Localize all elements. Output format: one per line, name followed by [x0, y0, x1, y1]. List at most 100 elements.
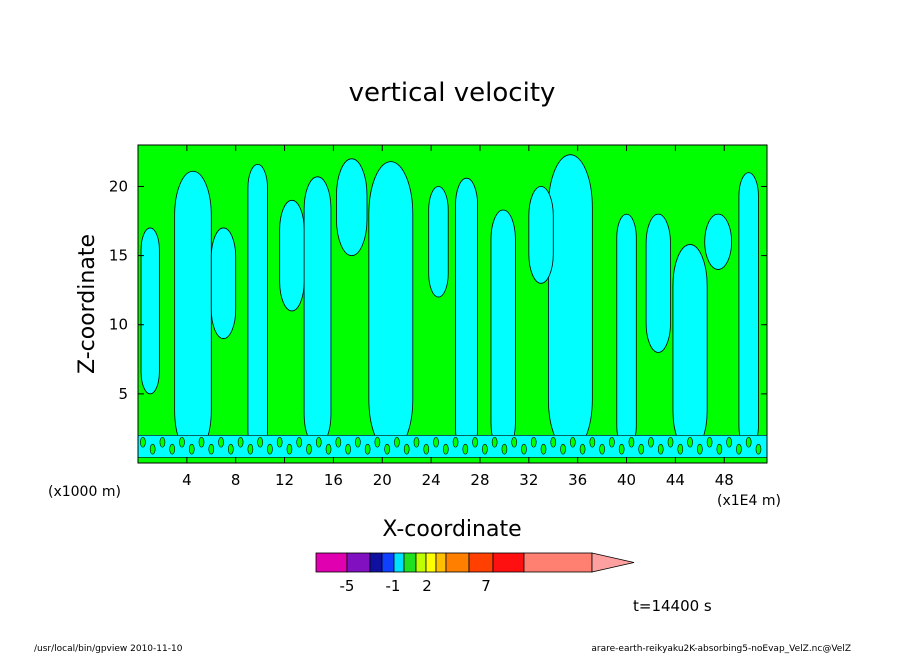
colorbar-segment-9 [445, 552, 470, 573]
x-axis-label: X-coordinate [382, 517, 521, 542]
negative-region-9 [738, 172, 759, 450]
near-ground-cell-9 [228, 443, 234, 455]
negative-region-16 [645, 213, 671, 353]
negative-region-4 [455, 177, 478, 456]
near-ground-cell-20 [335, 436, 342, 448]
near-ground-cell-28 [413, 436, 420, 448]
near-ground-cell-13 [267, 443, 273, 455]
y-tick-label-10: 10 [109, 316, 128, 334]
near-ground-cell-55 [677, 443, 684, 455]
near-ground-cell-16 [296, 436, 303, 448]
near-ground-cell-46 [589, 436, 596, 448]
negative-region-6 [547, 154, 593, 453]
colorbar-label-0: -5 [340, 577, 355, 595]
near-ground-cell-18 [315, 436, 322, 448]
near-ground-cell-8 [218, 436, 224, 448]
near-ground-cell-0 [140, 436, 146, 448]
x-tick-label-40: 40 [617, 471, 636, 489]
negative-region-10 [140, 227, 160, 395]
negative-region-8 [672, 244, 708, 453]
near-ground-cell-42 [550, 436, 557, 448]
colorbar-label-1: -1 [386, 577, 401, 595]
x-tick-label-4: 4 [182, 471, 192, 489]
x-tick-label-12: 12 [275, 471, 294, 489]
x-tick-label-20: 20 [373, 471, 392, 489]
negative-region-7 [616, 213, 637, 450]
near-ground-cell-24 [374, 436, 381, 448]
near-ground-cell-3 [169, 443, 175, 455]
negative-region-3 [368, 161, 414, 453]
near-ground-cell-19 [325, 443, 332, 455]
colorbar-segment-0 [315, 552, 348, 573]
y-axis-ticks: 5 10 15 20 [109, 177, 767, 403]
x-unit-left: (x1000 m) [48, 484, 121, 500]
colorbar-segment-12 [523, 552, 593, 573]
x-tick-label-24: 24 [422, 471, 441, 489]
negative-region-1 [247, 163, 268, 456]
near-ground-cell-47 [599, 443, 605, 455]
colorbar-segment-10 [468, 552, 494, 573]
near-ground-cell-36 [491, 436, 498, 448]
negative-region-12 [279, 199, 305, 312]
near-ground-cell-50 [628, 436, 635, 448]
y-tick-label-15: 15 [109, 247, 128, 265]
colorbar-segment-2 [369, 552, 383, 573]
colorbar [315, 552, 635, 573]
y-axis-label: Z-coordinate [75, 234, 100, 374]
field-negative-regions [140, 154, 759, 456]
near-ground-cell-22 [355, 436, 361, 448]
near-ground-cell-4 [179, 436, 185, 448]
near-ground-cell-23 [364, 443, 371, 455]
footer-left: /usr/local/bin/gpview 2010-11-10 [34, 644, 183, 654]
y-tick-label-20: 20 [109, 177, 128, 195]
near-ground-cell-60 [726, 436, 732, 448]
near-ground-cell-58 [706, 436, 713, 448]
footer-right: arare-earth-reikyaku2K-absorbing5-noEvap… [591, 644, 851, 654]
negative-region-2 [303, 176, 332, 447]
near-ground-cell-45 [579, 443, 586, 455]
near-ground-cell-27 [403, 443, 410, 455]
negative-region-13 [336, 158, 368, 257]
near-ground-cell-2 [159, 436, 166, 448]
near-ground-cell-35 [482, 443, 488, 455]
near-ground-cell-51 [638, 443, 645, 455]
x-axis-ticks: 4 8 12 16 20 24 28 32 36 40 44 48 [182, 145, 734, 489]
near-ground-cell-39 [521, 443, 527, 455]
near-ground-cell-56 [687, 436, 693, 448]
colorbar-label-2: 2 [422, 577, 432, 595]
negative-region-5 [490, 209, 516, 453]
negative-region-17 [704, 213, 732, 270]
y-tick-label-5: 5 [118, 385, 128, 403]
x-tick-label-48: 48 [715, 471, 734, 489]
negative-region-14 [428, 186, 449, 298]
near-ground-cell-53 [657, 443, 664, 455]
near-ground-cell-62 [745, 436, 752, 448]
near-ground-cell-38 [511, 436, 517, 448]
near-ground-cell-34 [472, 436, 478, 448]
colorbar-segment-5 [403, 552, 417, 573]
colorbar-segment-4 [393, 552, 405, 573]
x-tick-label-28: 28 [470, 471, 489, 489]
near-ground-cell-7 [208, 443, 215, 455]
near-ground-cell-61 [736, 443, 742, 455]
near-ground-cell-14 [276, 436, 283, 448]
negative-region-0 [174, 170, 212, 456]
colorbar-segment-7 [425, 552, 437, 573]
plot-frame [137, 144, 768, 464]
near-ground-cell-33 [462, 443, 469, 455]
near-ground-cell-31 [442, 443, 449, 455]
x-tick-label-44: 44 [666, 471, 685, 489]
near-ground-cell-26 [394, 436, 400, 448]
near-ground-cell-63 [755, 443, 762, 455]
near-ground-cell-12 [257, 436, 263, 448]
time-label: t=14400 s [633, 597, 712, 615]
colorbar-segment-11 [492, 552, 525, 573]
near-ground-cell-59 [716, 443, 723, 455]
near-ground-cell-37 [501, 443, 508, 455]
near-ground-cell-40 [530, 436, 537, 448]
colorbar-segment-6 [415, 552, 427, 573]
plot-area [137, 144, 768, 464]
colorbar-arrow [591, 552, 635, 573]
negative-region-11 [210, 227, 237, 339]
